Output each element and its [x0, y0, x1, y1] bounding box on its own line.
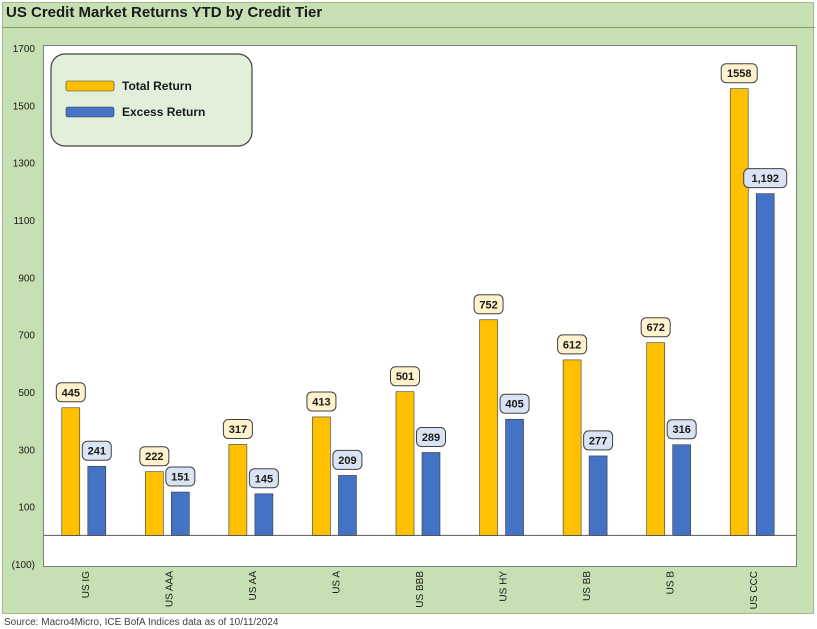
excess-return-data-label: 289 — [422, 432, 440, 444]
total-return-bar — [145, 471, 164, 536]
y-tick-label: 1500 — [13, 101, 36, 112]
excess-return-bar — [588, 455, 608, 536]
total-return-data-label: 672 — [646, 322, 664, 334]
x-category-label: US B — [666, 571, 677, 595]
x-category-label: US AA — [248, 571, 259, 601]
excess-return-data-label: 316 — [672, 424, 690, 436]
excess-return-data-label: 1,192 — [751, 173, 779, 185]
x-category-label: US BBB — [415, 571, 426, 608]
x-category-label: US AAA — [164, 571, 175, 607]
excess-return-bar — [672, 444, 691, 536]
total-return-label-box — [306, 391, 337, 412]
total-return-data-label: 501 — [396, 371, 414, 383]
excess-return-data-label: 241 — [88, 446, 106, 458]
y-tick-label: 300 — [18, 445, 35, 456]
total-return-label-box — [139, 446, 170, 467]
excess-return-label-box — [332, 449, 363, 470]
excess-return-bar — [338, 475, 357, 536]
total-return-bar — [479, 319, 498, 536]
source-note: Source: Macro4Micro, ICE BofA Indices da… — [4, 617, 279, 628]
total-return-label-box — [473, 294, 504, 315]
excess-return-bar — [87, 465, 107, 536]
total-return-data-label: 1558 — [727, 68, 751, 80]
total-return-label-box — [222, 418, 253, 439]
excess-return-bar — [421, 452, 441, 536]
total-return-data-label: 317 — [229, 424, 247, 436]
excess-return-bar — [254, 493, 274, 536]
excess-return-bar — [755, 193, 775, 536]
total-return-data-label: 222 — [145, 451, 163, 463]
chart-title: US Credit Market Returns YTD by Credit T… — [6, 4, 323, 21]
legend-label-excess-return: Excess Return — [122, 105, 205, 119]
total-return-bar — [646, 342, 665, 536]
title-divider — [2, 27, 815, 28]
total-return-bar — [562, 359, 582, 536]
excess-return-bar — [505, 418, 524, 536]
total-return-data-label: 752 — [479, 299, 497, 311]
legend-swatch-excess-return — [65, 106, 115, 118]
total-return-label-box — [557, 334, 588, 355]
y-tick-label: 1300 — [13, 159, 36, 170]
excess-return-data-label: 277 — [589, 435, 607, 447]
excess-return-label-box — [165, 466, 196, 487]
total-return-data-label: 612 — [563, 339, 581, 351]
total-return-bar — [729, 88, 749, 536]
y-tick-label: 1700 — [13, 44, 36, 55]
excess-return-label-box — [81, 440, 112, 461]
legend-box — [50, 53, 253, 147]
x-category-label: US IG — [81, 571, 92, 598]
total-return-label-box — [640, 317, 671, 338]
y-tick-label: 700 — [18, 331, 35, 342]
excess-return-label-box — [743, 168, 788, 189]
y-tick-label: 1100 — [13, 216, 35, 227]
y-tick-label: 900 — [18, 273, 35, 284]
total-return-label-box — [720, 63, 758, 84]
x-category-label: US BB — [582, 571, 593, 601]
legend-label-total-return: Total Return — [122, 79, 192, 93]
total-return-label-box — [55, 382, 86, 403]
excess-return-data-label: 405 — [505, 399, 523, 411]
x-category-label: US A — [331, 571, 342, 594]
y-tick-label: 500 — [18, 388, 35, 399]
excess-return-data-label: 145 — [255, 473, 273, 485]
y-tick-label: (100) — [12, 560, 35, 571]
total-return-bar — [312, 416, 331, 536]
excess-return-data-label: 151 — [171, 472, 189, 484]
legend-swatch-total-return — [65, 80, 115, 92]
total-return-label-box — [390, 366, 420, 387]
excess-return-label-box — [416, 426, 446, 447]
y-tick-label: 100 — [18, 503, 35, 514]
x-category-label: US CCC — [749, 571, 760, 609]
excess-return-label-box — [248, 468, 279, 489]
total-return-bar — [61, 407, 81, 536]
total-return-data-label: 413 — [312, 396, 330, 408]
excess-return-label-box — [666, 419, 697, 440]
excess-return-label-box — [499, 393, 530, 414]
total-return-bar — [228, 444, 248, 536]
excess-return-data-label: 209 — [338, 455, 356, 467]
total-return-bar — [395, 391, 415, 536]
total-return-data-label: 445 — [62, 387, 80, 399]
excess-return-bar — [171, 491, 190, 536]
excess-return-label-box — [583, 430, 614, 451]
x-category-label: US HY — [499, 571, 510, 602]
